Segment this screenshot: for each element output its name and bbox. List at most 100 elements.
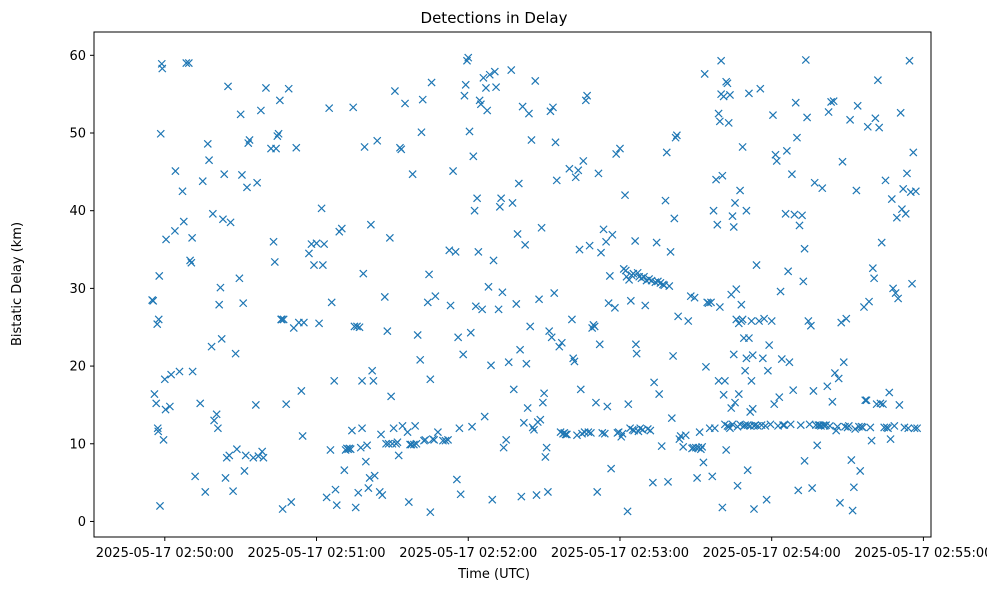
data-point	[908, 279, 917, 288]
data-point	[352, 322, 362, 331]
data-point	[713, 220, 722, 229]
data-point	[340, 466, 349, 475]
data-point	[446, 301, 455, 310]
data-point	[795, 221, 804, 230]
data-point	[412, 439, 421, 448]
data-point	[787, 170, 796, 179]
data-point	[187, 258, 196, 267]
data-point	[213, 424, 222, 433]
data-point	[231, 349, 240, 358]
data-point	[751, 421, 760, 430]
data-point	[317, 204, 326, 213]
x-axis: 2025-05-17 02:50:00 2025-05-17 02:51:00 20…	[96, 537, 987, 561]
data-point	[217, 334, 226, 343]
data-point	[806, 321, 815, 330]
data-point	[747, 376, 756, 385]
data-point	[516, 345, 525, 354]
data-point	[671, 133, 680, 142]
data-point	[449, 167, 458, 176]
data-point	[232, 445, 241, 454]
data-point	[641, 301, 650, 310]
data-point	[901, 209, 910, 218]
data-point	[460, 91, 469, 100]
data-point	[433, 428, 442, 437]
data-point	[485, 70, 494, 79]
data-point	[789, 386, 798, 395]
data-point	[389, 424, 398, 433]
data-point	[579, 156, 588, 165]
data-point	[608, 230, 617, 239]
data-point	[282, 400, 291, 409]
y-tick-label: 10	[69, 437, 86, 452]
data-point	[536, 415, 545, 424]
data-point	[249, 453, 258, 462]
data-point	[388, 439, 397, 448]
data-point	[731, 398, 740, 407]
data-point	[727, 404, 736, 413]
data-point	[572, 431, 582, 440]
data-point	[777, 355, 786, 364]
data-point	[359, 269, 368, 278]
data-point	[216, 283, 225, 292]
data-point	[218, 215, 227, 224]
data-point	[254, 452, 263, 461]
data-point	[529, 425, 539, 434]
data-point	[581, 96, 590, 105]
data-point	[175, 367, 184, 376]
data-point	[390, 87, 399, 96]
data-point	[571, 173, 580, 182]
data-point	[261, 83, 270, 92]
data-point	[517, 492, 526, 501]
data-point	[674, 312, 683, 321]
data-point	[198, 177, 207, 186]
data-point	[159, 435, 168, 444]
data-point	[557, 338, 566, 347]
data-point	[274, 129, 283, 138]
data-point	[508, 198, 517, 207]
data-point	[161, 405, 170, 414]
data-point	[184, 59, 193, 68]
data-point	[521, 240, 530, 249]
data-point	[358, 424, 367, 433]
data-point	[911, 187, 920, 196]
data-point	[346, 445, 355, 454]
data-point	[729, 350, 738, 359]
data-point	[718, 503, 727, 512]
data-point	[818, 184, 827, 193]
data-point	[298, 431, 307, 441]
data-point	[717, 56, 726, 65]
data-point	[856, 466, 865, 475]
data-point	[574, 166, 583, 175]
data-point	[426, 508, 435, 517]
data-point	[363, 441, 372, 450]
data-point	[853, 101, 862, 110]
data-point	[456, 490, 465, 499]
data-point	[905, 56, 914, 65]
data-point	[369, 376, 378, 385]
data-point	[595, 340, 604, 349]
data-point	[237, 170, 246, 179]
data-point	[464, 53, 473, 62]
data-point	[304, 249, 313, 258]
data-point	[545, 327, 554, 336]
data-point	[720, 376, 729, 385]
data-point	[210, 416, 219, 425]
data-point	[715, 117, 724, 126]
data-point	[398, 421, 407, 430]
data-point	[186, 256, 195, 265]
data-point	[883, 424, 893, 433]
data-point	[684, 316, 693, 326]
y-tick-label: 30	[69, 282, 86, 297]
data-point	[639, 272, 649, 281]
data-point	[839, 358, 848, 367]
data-point	[514, 179, 523, 188]
data-point	[292, 143, 301, 152]
data-point	[570, 357, 579, 366]
data-point	[154, 427, 163, 436]
data-point	[776, 287, 785, 296]
data-point	[847, 456, 856, 465]
data-point	[646, 426, 655, 435]
data-point	[182, 59, 191, 68]
data-point	[626, 296, 635, 305]
data-point	[383, 327, 392, 336]
